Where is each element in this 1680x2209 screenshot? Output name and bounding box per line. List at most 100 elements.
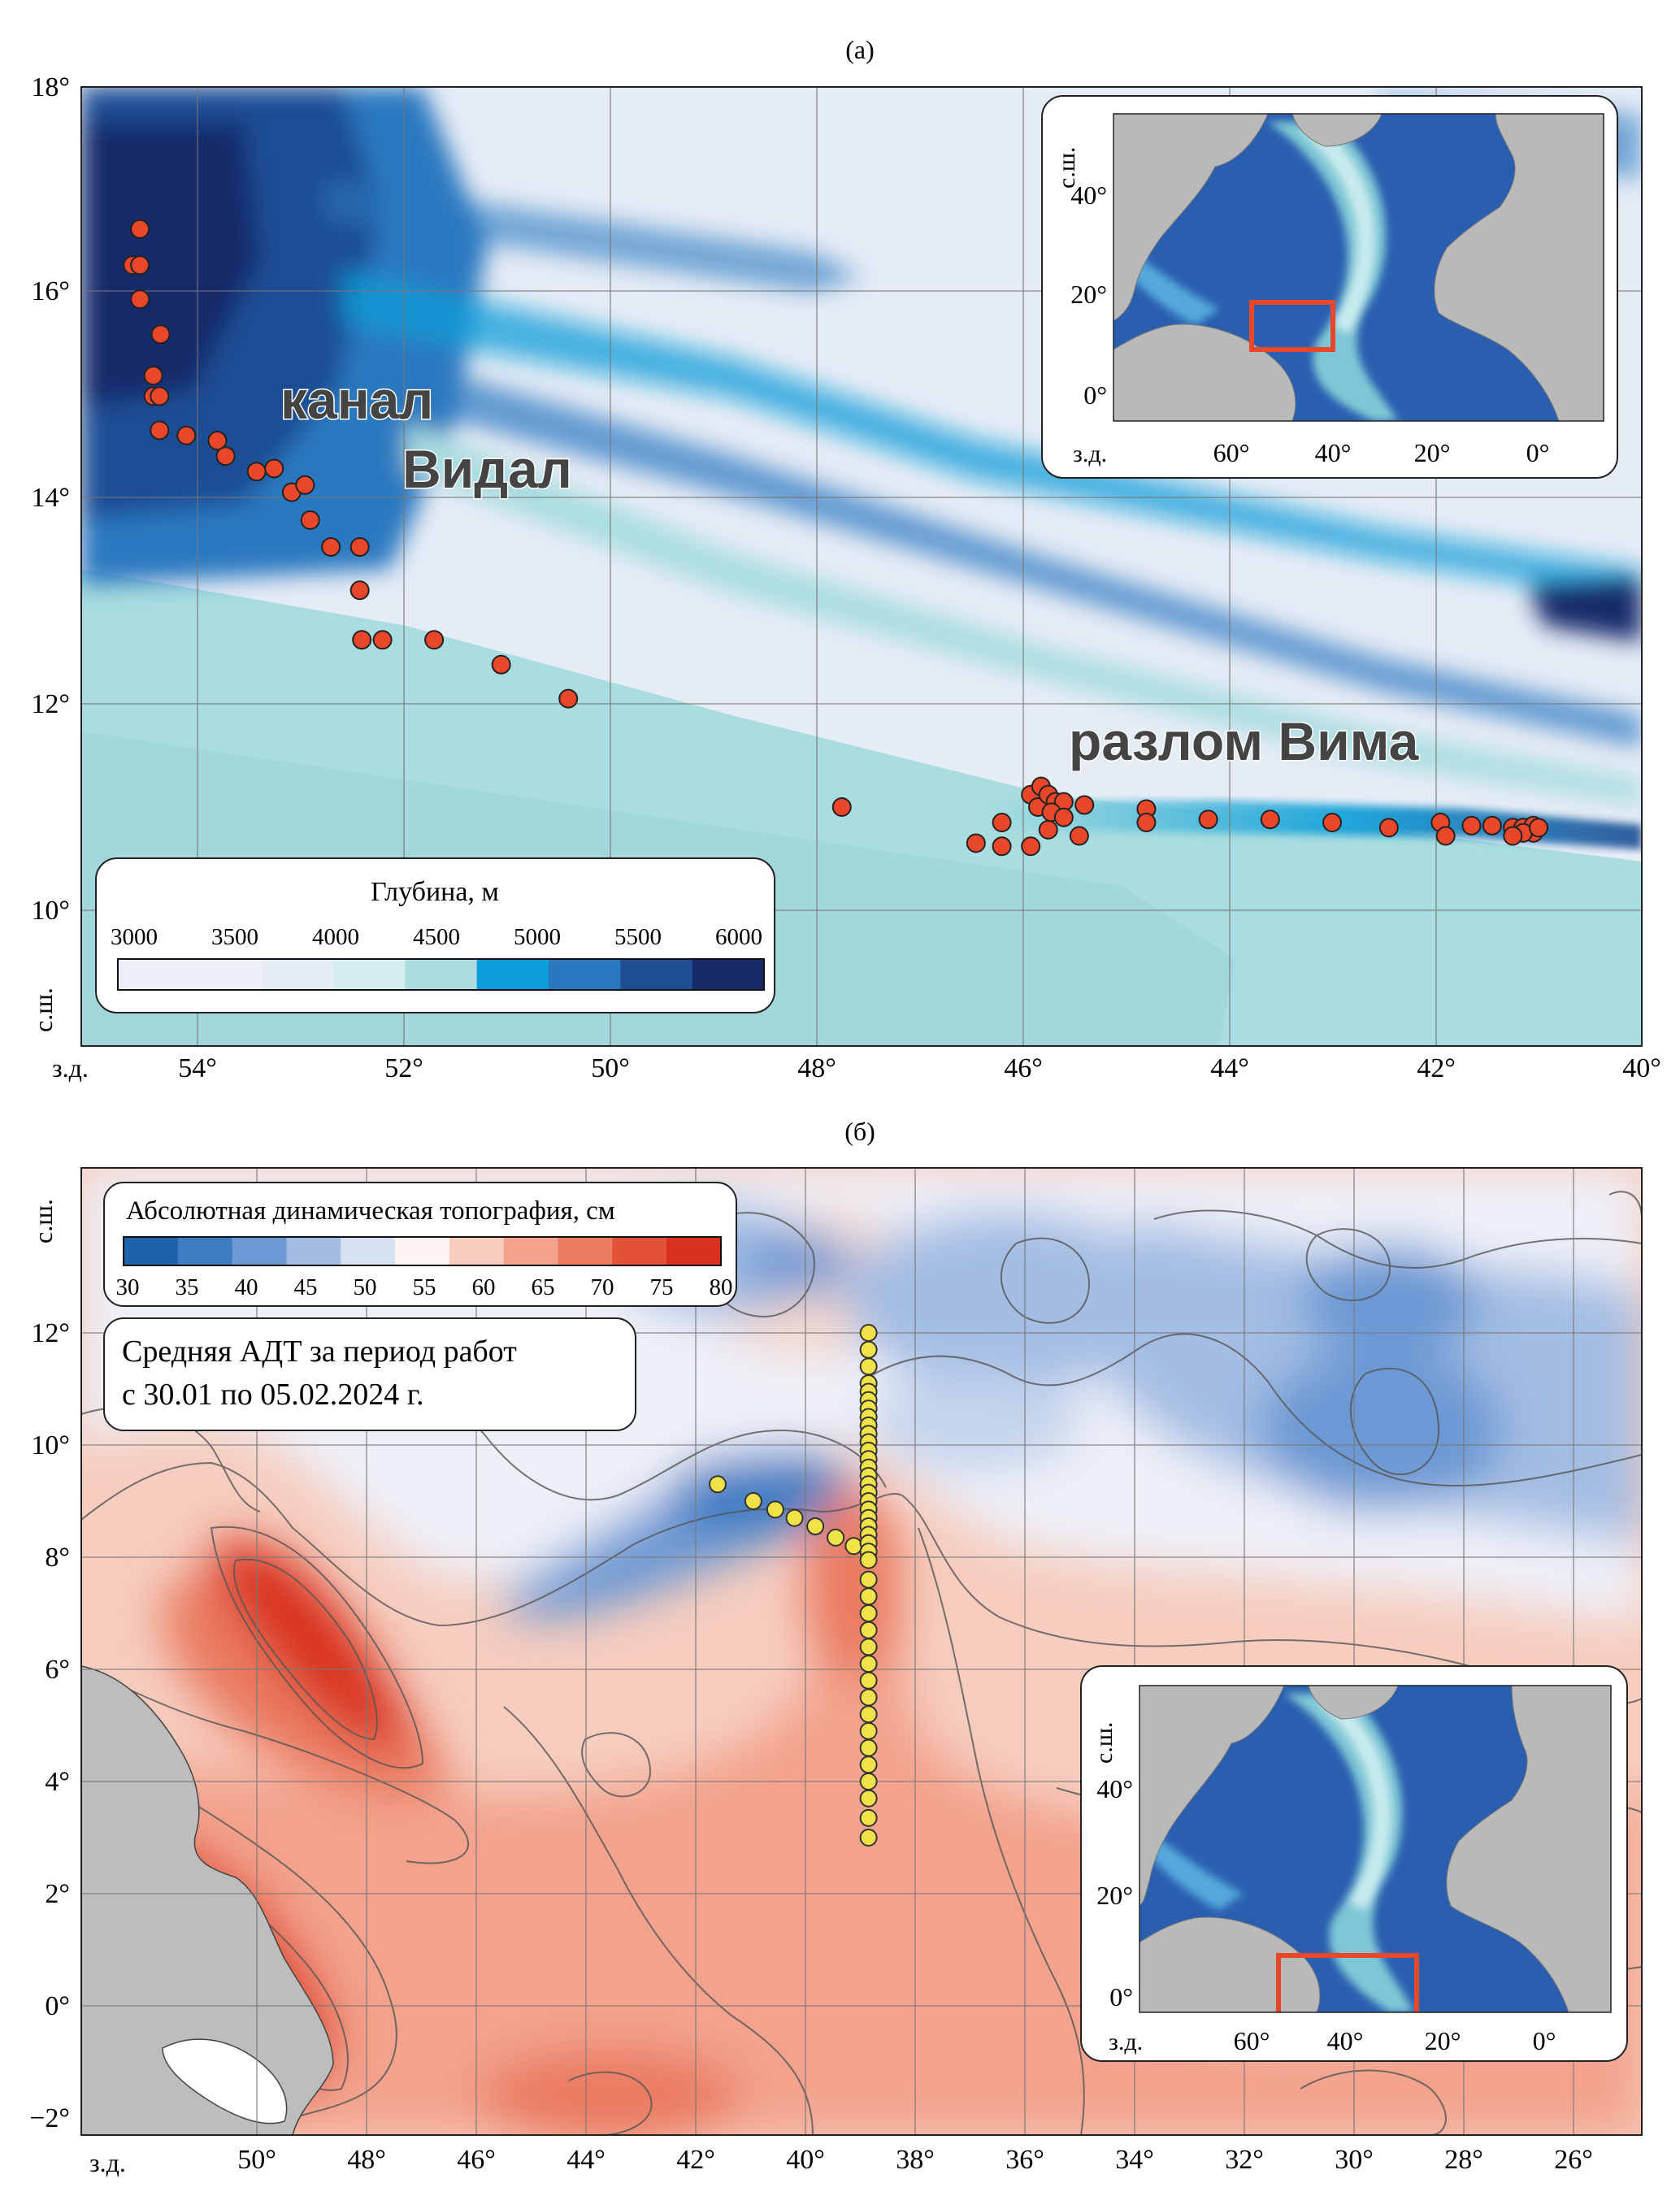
- colorbar-segment: [261, 959, 334, 990]
- inset-lon-tick: 0°: [1533, 2026, 1556, 2055]
- colorbar-segment: [558, 1237, 613, 1265]
- station-marker: [558, 688, 579, 709]
- lon-tick: 34°: [1115, 2145, 1154, 2175]
- station-marker: [859, 1638, 878, 1656]
- inset-lon-tick: 60°: [1234, 2026, 1270, 2055]
- station-marker: [349, 536, 370, 557]
- panel-a-hemisphere-lon: з.д.: [52, 1053, 89, 1083]
- inset-lat-tick: 20°: [1096, 1881, 1133, 1910]
- station-marker: [859, 1688, 878, 1707]
- panel-a-hemisphere-lat: с.ш.: [28, 987, 58, 1032]
- station-marker: [1198, 809, 1218, 830]
- period-line-2: с 30.01 по 05.02.2024 г.: [122, 1378, 424, 1412]
- station-marker: [709, 1475, 727, 1494]
- inset-lon-tick: 40°: [1327, 2026, 1364, 2055]
- inset-lat-tick: 0°: [1109, 1982, 1133, 2012]
- colorbar-segment: [232, 1237, 287, 1265]
- station-marker: [992, 813, 1012, 833]
- inset-lat-tick: 40°: [1096, 1774, 1133, 1803]
- station-marker: [859, 1721, 878, 1740]
- station-marker: [424, 630, 445, 650]
- station-marker: [207, 431, 228, 451]
- depth-tick-label: 5000: [514, 924, 561, 950]
- south-america-land: [81, 1665, 334, 2135]
- adt-legend-ticks: 30 35 40 45 50 55 60 65 70 75 80: [116, 1274, 733, 1300]
- station-marker: [264, 458, 284, 479]
- inset-lon-tick: 0°: [1526, 438, 1550, 467]
- lat-tick: 0°: [45, 1991, 70, 2021]
- panel-b-label: (б): [844, 1117, 875, 1146]
- study-area-box: [1249, 300, 1335, 352]
- station-marker: [859, 1604, 878, 1622]
- lon-tick: 40°: [786, 2145, 825, 2175]
- adt-tick-label: 40: [235, 1274, 258, 1300]
- panel-b-inset: 40° 20° 0° с.ш. 60° 40° 20° 0° з.д.: [1080, 1665, 1628, 2062]
- adt-tick-label: 30: [116, 1274, 140, 1300]
- lon-tick: 54°: [178, 1053, 217, 1083]
- adt-tick-label: 55: [413, 1274, 436, 1300]
- lon-tick: 26°: [1554, 2145, 1593, 2175]
- lat-tick: −2°: [29, 2103, 70, 2133]
- station-marker: [372, 630, 393, 650]
- adt-tick-label: 35: [176, 1274, 199, 1300]
- colorbar-segment: [333, 959, 406, 990]
- study-area-box: [1276, 1953, 1419, 2012]
- inset-hemisphere-lon: з.д.: [1109, 2029, 1143, 2055]
- lon-tick: 36°: [1005, 2145, 1044, 2175]
- panel-b-lon-axis: 50° 48° 46° 44° 42° 40° 38° 36° 34° 32° …: [237, 2145, 1593, 2175]
- station-marker: [859, 1621, 878, 1639]
- adt-tick-label: 80: [710, 1274, 733, 1300]
- station-marker: [150, 420, 170, 440]
- inset-hemisphere-lon: з.д.: [1073, 440, 1107, 467]
- adt-tick-label: 70: [591, 1274, 614, 1300]
- inset-hemisphere-lat: с.ш.: [1091, 1722, 1118, 1764]
- lon-tick: 28°: [1444, 2145, 1483, 2175]
- adt-tick-label: 65: [532, 1274, 555, 1300]
- inset-lon-tick: 20°: [1425, 2026, 1461, 2055]
- station-marker: [349, 580, 370, 601]
- lon-tick: 50°: [591, 1053, 630, 1083]
- lon-tick: 48°: [347, 2145, 386, 2175]
- station-marker: [859, 1551, 878, 1569]
- lat-tick: 4°: [45, 1767, 70, 1797]
- depth-colorbar: [118, 959, 765, 990]
- station-marker: [859, 1357, 878, 1376]
- lat-tick: 18°: [31, 72, 70, 102]
- station-marker: [176, 425, 197, 445]
- adt-colorbar: [124, 1237, 722, 1265]
- colorbar-segment: [692, 959, 765, 990]
- colorbar-segment: [503, 1237, 559, 1265]
- station-marker: [966, 833, 986, 853]
- colorbar-segment: [405, 959, 478, 990]
- depth-tick-label: 3500: [211, 924, 258, 950]
- station-marker: [766, 1500, 784, 1519]
- lat-tick: 6°: [45, 1655, 70, 1685]
- station-marker: [321, 536, 341, 557]
- panel-b-hemisphere-lon: з.д.: [89, 2148, 126, 2177]
- station-marker: [1260, 809, 1280, 830]
- panel-b-hemisphere-lat: с.ш.: [28, 1199, 58, 1243]
- colorbar-segment: [666, 1237, 722, 1265]
- depth-tick-label: 4500: [413, 924, 460, 950]
- adt-legend: Абсолютная динамическая топография, см 3…: [103, 1182, 737, 1307]
- colorbar-segment: [549, 959, 621, 990]
- station-marker: [744, 1492, 762, 1510]
- station-marker: [143, 366, 163, 386]
- panel-a-inset: 40° 20° 0° с.ш. 60° 40° 20° 0° з.д.: [1041, 95, 1618, 479]
- depth-legend: Глубина, м 3000 3500 4000 4500 5000 5500 6000: [95, 857, 775, 1013]
- lon-tick: 32°: [1225, 2145, 1264, 2175]
- adt-legend-title: Абсолютная динамическая топография, см: [126, 1196, 615, 1226]
- colorbar-segment: [286, 1237, 341, 1265]
- lon-tick: 52°: [384, 1053, 423, 1083]
- vidal-channel-label-2: Видал: [402, 439, 572, 499]
- station-marker: [1074, 795, 1095, 815]
- station-marker: [785, 1508, 804, 1527]
- panel-a-frame: [80, 86, 1643, 1047]
- lon-tick: 46°: [1004, 1053, 1043, 1083]
- station-marker: [831, 797, 852, 817]
- station-marker: [246, 462, 267, 482]
- station-marker: [1378, 818, 1399, 838]
- station-marker: [1069, 826, 1089, 846]
- station-marker: [859, 1755, 878, 1774]
